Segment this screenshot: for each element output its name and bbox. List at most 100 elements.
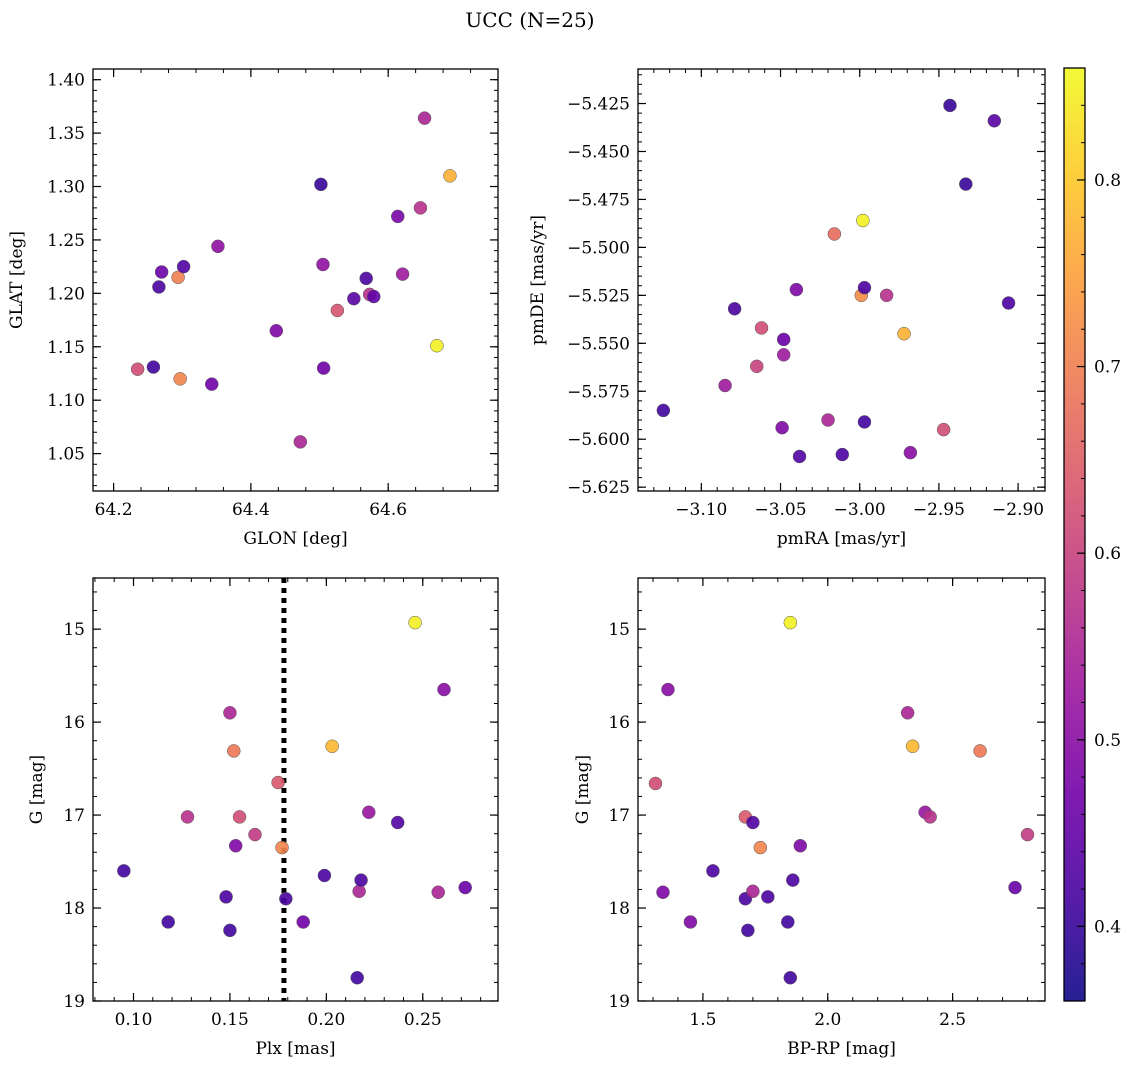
colorbar-gradient — [1063, 67, 1086, 1002]
y-tick-label: 1.25 — [47, 231, 85, 251]
y-axis-label: GLAT [deg] — [7, 231, 27, 329]
scatter-point — [359, 271, 373, 286]
x-tick-label: −3.05 — [754, 500, 806, 520]
scatter-point — [973, 744, 987, 758]
scatter-point — [391, 209, 405, 224]
axes-frame — [92, 577, 499, 1002]
scatter-point — [271, 775, 285, 790]
scatter-point — [793, 838, 808, 853]
scatter-point — [458, 880, 472, 895]
panel-glon-glat: 64.2 64.4 64.6 1.05 1.10 1.15 1.20 1.25 1.30 1.35… — [7, 68, 499, 549]
scatter-point — [296, 915, 310, 929]
scatter-point — [827, 227, 842, 241]
y-tick-label: −5.475 — [567, 190, 630, 210]
scatter-point — [987, 114, 1002, 128]
scatter-point — [750, 359, 764, 374]
x-axis-label: Plx [mas] — [255, 1039, 335, 1059]
colorbar-tick-label: 0.6 — [1094, 544, 1121, 564]
x-tick-label: 0.10 — [115, 1010, 153, 1030]
y-tick-label: 1.35 — [47, 124, 85, 144]
scatter-point — [173, 372, 187, 386]
x-tick-label: 0.15 — [211, 1010, 249, 1030]
scatter-point — [430, 338, 444, 353]
scatter-point — [223, 923, 237, 938]
scatter-point — [905, 739, 920, 754]
y-tick-label: −5.600 — [567, 430, 630, 450]
scatter-point — [857, 280, 872, 295]
scatter-point — [856, 213, 870, 228]
y-axis-label: pmDE [mas/yr] — [528, 215, 548, 345]
scatter-point — [330, 303, 345, 318]
colorbar-tick-label: 0.5 — [1094, 731, 1121, 751]
y-tick-label: 1.40 — [47, 71, 85, 91]
figure-title: UCC (N=25) — [465, 8, 594, 32]
scatter-point — [648, 776, 663, 791]
y-tick-label: 1.05 — [47, 445, 85, 465]
colorbar: 0.4 0.5 0.6 0.7 0.8 — [1063, 67, 1121, 1002]
scatter-point — [176, 259, 191, 274]
scatter-point — [656, 403, 671, 418]
scatter-point — [223, 706, 237, 720]
scatter-point — [395, 267, 410, 281]
scatter-point — [130, 362, 145, 376]
scatter-point — [857, 415, 872, 429]
scatter-point — [754, 321, 769, 335]
scatter-point — [154, 265, 169, 279]
scatter-point — [656, 885, 670, 899]
scatter-point — [152, 280, 166, 294]
scatter-point — [314, 177, 328, 192]
scatter-point — [923, 810, 937, 824]
x-tick-label: 1.5 — [689, 1010, 716, 1030]
y-tick-label: −5.450 — [567, 142, 630, 162]
scatter-point — [227, 744, 241, 758]
y-tick-label: 1.15 — [47, 338, 85, 358]
x-tick-label: 64.2 — [95, 500, 133, 520]
scatter-point — [943, 98, 957, 113]
scatter-point — [786, 873, 800, 887]
scatter-point — [683, 915, 698, 929]
scatter-point — [959, 177, 973, 191]
y-tick-label: −5.500 — [567, 238, 630, 258]
scatter-point — [727, 302, 742, 316]
scatter-point — [746, 815, 760, 830]
scatter-point — [443, 169, 457, 183]
x-tick-label: 64.6 — [369, 500, 407, 520]
y-tick-label: 17 — [63, 806, 85, 826]
y-tick-label: 16 — [608, 713, 630, 733]
y-tick-label: −5.575 — [567, 382, 630, 402]
axes-frame — [637, 577, 1046, 1002]
scatter-point — [1008, 880, 1022, 895]
scatter-point — [900, 706, 915, 720]
scatter-point — [408, 615, 422, 630]
x-axis-label: BP-RP [mag] — [787, 1039, 896, 1059]
y-axis-label: G [mag] — [573, 755, 593, 824]
scatter-point — [821, 413, 835, 427]
x-tick-label: 64.4 — [232, 500, 270, 520]
scatter-point — [783, 615, 798, 630]
scatter-point — [718, 378, 732, 393]
x-tick-label: 0.20 — [307, 1010, 345, 1030]
scatter-point — [1001, 296, 1016, 310]
scatter-point — [362, 805, 376, 820]
scatter-point — [180, 810, 195, 824]
colorbar-tick-label: 0.8 — [1094, 171, 1121, 191]
x-tick-label: 0.25 — [404, 1010, 442, 1030]
scatter-point — [205, 377, 219, 391]
scatter-point — [776, 348, 791, 362]
y-tick-label: 15 — [608, 620, 630, 640]
y-tick-label: 15 — [63, 620, 85, 640]
scatter-point — [413, 201, 428, 215]
scatter-point — [783, 971, 798, 985]
scatter-point — [352, 884, 366, 899]
scatter-point — [835, 447, 850, 462]
scatter-point — [789, 282, 804, 297]
panel-pmra-pmde: −3.10 −3.05 −3.00 −2.95 −2.90 −5.425 −5.450 −5.… — [528, 68, 1046, 549]
scatter-point — [275, 840, 289, 855]
scatter-point — [248, 827, 262, 842]
axes-frame — [637, 68, 1046, 492]
y-tick-label: 19 — [63, 992, 85, 1012]
axes-frame — [92, 68, 499, 492]
scatter-point — [431, 885, 445, 899]
scatter-point — [746, 884, 760, 899]
